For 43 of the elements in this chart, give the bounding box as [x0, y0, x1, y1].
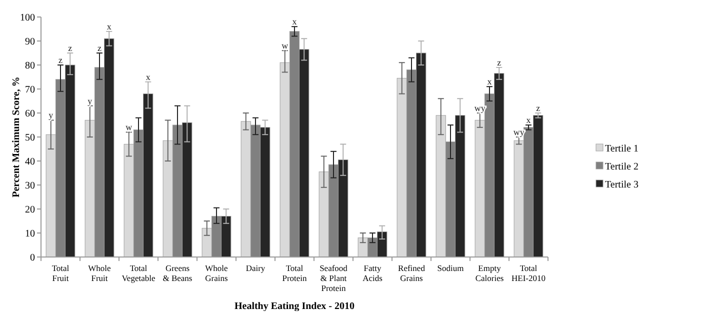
data-label: w — [126, 122, 133, 132]
y-tick-label: 60 — [25, 108, 35, 120]
y-tick-label: 10 — [25, 228, 35, 240]
data-label: z — [58, 55, 62, 65]
x-tick-label: Empty Calories — [475, 263, 504, 283]
y-tick-label: 40 — [25, 156, 35, 168]
x-tick-label: Sodium — [437, 263, 464, 273]
x-tick-label: Refined Grains — [398, 263, 426, 283]
legend-label: Tertile 3 — [605, 180, 638, 190]
x-axis-title: Healthy Eating Index - 2010 — [234, 301, 355, 312]
data-label: z — [68, 43, 72, 53]
y-tick-label: 0 — [30, 252, 35, 264]
y-tick-label: 90 — [25, 36, 35, 48]
y-tick-label: 70 — [25, 84, 35, 96]
data-label: x — [292, 16, 298, 27]
x-tick-label: Seafood & Plant Protein — [320, 263, 348, 293]
x-tick-label: Total Fruit — [52, 263, 70, 283]
data-label: x — [526, 115, 532, 125]
x-tick-label: Whole Grains — [205, 263, 228, 283]
y-axis-title: Percent Maximum Score, % — [11, 76, 22, 198]
data-label: z — [497, 57, 502, 68]
x-tick-label: Fatty Acids — [362, 263, 382, 283]
data-label: z — [536, 103, 540, 113]
data-label: x — [487, 76, 492, 87]
x-tick-label: Total Vegetable — [122, 263, 156, 283]
x-tick-label: Total Protein — [282, 263, 308, 283]
data-label: x — [106, 21, 112, 32]
data-label: w — [282, 40, 289, 51]
data-label: z — [98, 43, 102, 53]
y-tick-label: 80 — [25, 60, 35, 72]
x-tick-label: Total HEI-2010 — [512, 263, 546, 283]
legend-label: Tertile 1 — [605, 144, 638, 154]
legend-label: Tertile 2 — [605, 162, 638, 172]
x-tick-label: Greens & Beans — [162, 263, 192, 283]
data-label: y — [88, 96, 93, 106]
data-label: y — [48, 110, 54, 120]
y-tick-label: 30 — [25, 180, 35, 192]
data-label: x — [146, 72, 151, 82]
y-tick-label: 20 — [25, 204, 35, 216]
y-tick-label: 50 — [25, 132, 35, 144]
y-tick-label: 100 — [20, 12, 35, 24]
x-tick-label: Whole Fruit — [88, 263, 112, 283]
x-tick-label: Dairy — [246, 263, 266, 273]
